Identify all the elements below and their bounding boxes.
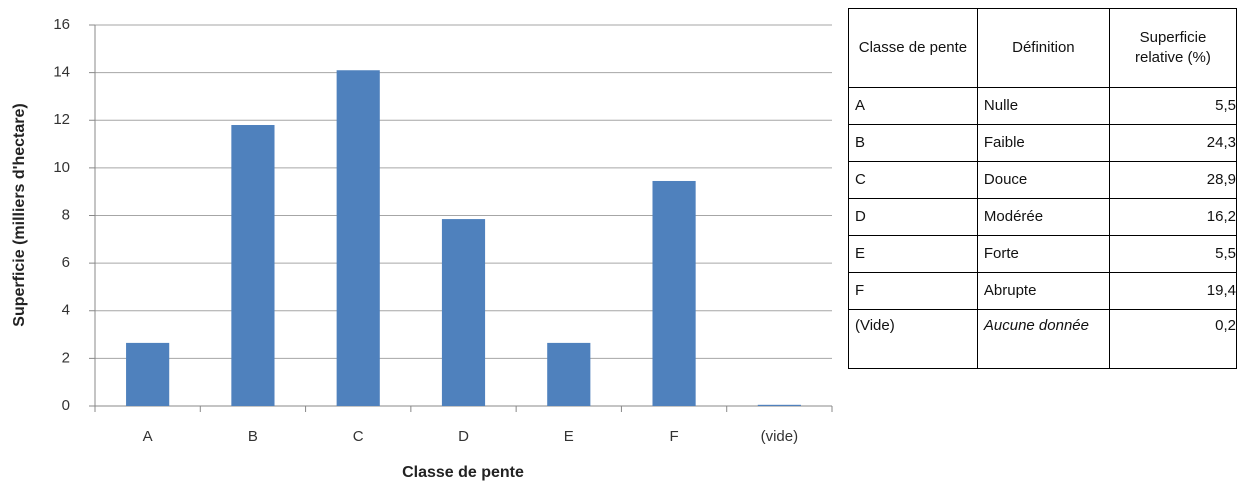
header-cell: Définition	[976, 8, 1110, 88]
table-cell: 16,2	[1108, 198, 1237, 236]
table-cell: (Vide)	[848, 309, 978, 369]
table-row: E Forte 5,5	[848, 235, 1237, 273]
y-tick-label: 6	[62, 254, 70, 271]
table-cell: D	[848, 198, 978, 236]
table-cell: Abrupte	[976, 272, 1110, 310]
y-tick-label: 4	[62, 302, 70, 319]
bar	[231, 125, 275, 406]
table-row: C Douce 28,9	[848, 161, 1237, 199]
table: Classe de pente Définition Superficie rela…	[848, 8, 1237, 369]
table-cell: 5,5	[1108, 87, 1237, 125]
y-tick-label: 8	[62, 206, 70, 223]
x-tick-label: B	[248, 428, 258, 445]
table-row: D Modérée 16,2	[848, 198, 1237, 236]
x-tick-label: A	[143, 428, 153, 445]
table-cell: A	[848, 87, 978, 125]
table-row: A Nulle 5,5	[848, 87, 1237, 125]
x-tick-label: F	[669, 428, 678, 445]
table-cell: Nulle	[976, 87, 1110, 125]
chart: Classe de pente Superficie (milliers d'h…	[11, 16, 833, 481]
table-cell: F	[848, 272, 978, 310]
table-cell: Douce	[976, 161, 1110, 199]
table-cell: 28,9	[1108, 161, 1237, 199]
x-tick-label: C	[353, 428, 364, 445]
table-row: F Abrupte 19,4	[848, 272, 1237, 310]
table-cell: 19,4	[1108, 272, 1237, 310]
x-axis-title: Classe de pente	[402, 464, 524, 481]
bar	[652, 180, 696, 406]
y-tick-label: 2	[62, 349, 70, 366]
bar	[441, 219, 486, 406]
y-axis-title: Superficie (milliers d'hectare)	[11, 103, 28, 326]
y-tick-label: 10	[53, 159, 70, 176]
y-tick-label: 14	[53, 64, 70, 81]
x-tick-label: D	[458, 428, 469, 445]
bar	[126, 342, 170, 406]
table-cell: Forte	[976, 235, 1110, 273]
header-cell: Classe de pente	[848, 8, 978, 88]
table-cell: 24,3	[1108, 124, 1237, 162]
table-row: (Vide) Aucune donnée 0,2	[848, 309, 1237, 369]
table-cell: Modérée	[976, 198, 1110, 236]
x-tick-label: (vide)	[761, 428, 799, 445]
table-cell: E	[848, 235, 978, 273]
table-cell: 0,2	[1108, 309, 1237, 369]
table-cell: Aucune donnée	[976, 309, 1110, 369]
y-tick-label: 16	[53, 16, 70, 33]
y-tick-label: 0	[62, 397, 70, 414]
header-cell: Superficie relative (%)	[1108, 8, 1237, 88]
header-row: Classe de pente Définition Superficie rela…	[848, 8, 1237, 88]
table-cell: C	[848, 161, 978, 199]
table-cell: Faible	[976, 124, 1110, 162]
bar	[757, 404, 801, 406]
table-row: B Faible 24,3	[848, 124, 1237, 162]
table-cell: B	[848, 124, 978, 162]
x-tick-label: E	[564, 428, 574, 445]
bar	[547, 342, 591, 406]
bar	[336, 70, 380, 407]
table-cell: 5,5	[1108, 235, 1237, 273]
y-tick-label: 12	[53, 111, 70, 128]
